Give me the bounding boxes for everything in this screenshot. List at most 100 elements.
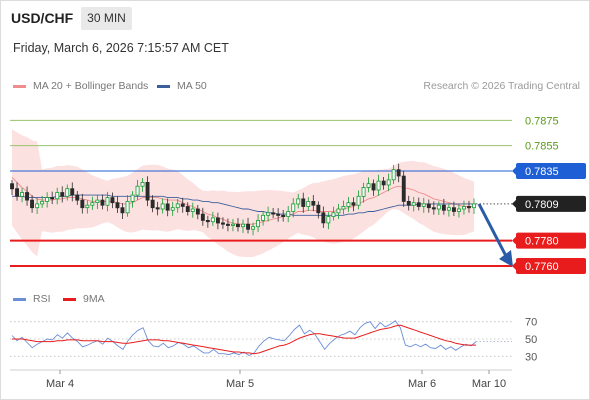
legend-ma20-label: MA 20 + Bollinger Bands (33, 80, 149, 92)
candle-body (180, 203, 185, 207)
candle-body (95, 199, 100, 204)
legend-9ma: 9MA (63, 293, 105, 305)
candle-body (205, 219, 210, 223)
candle-body (286, 211, 291, 217)
candle-body (441, 204, 446, 211)
rsi-swatch (13, 297, 26, 301)
candle-body (55, 192, 60, 200)
candle-body (256, 219, 260, 228)
candle-body (416, 202, 421, 207)
candle-body (235, 223, 240, 228)
candle-body (200, 213, 205, 221)
candle-body (210, 217, 215, 223)
level-tag-0.7780: 0.7780 (512, 232, 586, 249)
candle-body (85, 204, 90, 209)
candle-body (65, 188, 70, 197)
candle-body (311, 200, 316, 206)
candle-body (125, 200, 130, 214)
candle-body (431, 207, 436, 210)
candle-body (291, 203, 296, 212)
candle-body (281, 214, 286, 218)
candle-body (110, 197, 115, 204)
candle-body (155, 207, 160, 210)
forecast-arrow-head (499, 250, 513, 267)
candle-body (266, 212, 271, 216)
candle-body (316, 204, 321, 214)
ma50-line (12, 194, 474, 216)
candle-body (45, 197, 50, 202)
candle-body (30, 199, 34, 209)
rsi-ma9-line (12, 324, 476, 355)
rsi-tick-30: 30 (525, 351, 537, 363)
candle-body (451, 207, 456, 212)
candle-body (100, 199, 105, 206)
candle-body (10, 183, 14, 190)
level-tag-box (516, 258, 586, 274)
candle-body (25, 192, 29, 201)
candle-body (135, 185, 140, 196)
candle-body (75, 194, 80, 201)
candle-body (246, 223, 250, 230)
level-tag-pointer (512, 199, 516, 208)
candle-body (301, 198, 306, 207)
candle-body (456, 208, 461, 212)
candle-body (220, 222, 225, 225)
candle-body (361, 187, 366, 197)
chart-datetime: Friday, March 6, 2026 7:15:57 AM CET (13, 41, 229, 55)
candle-body (150, 199, 155, 209)
legend-ma50: MA 50 (157, 80, 207, 92)
candle-body (436, 204, 441, 210)
x-tick-label-Mar-4: Mar 4 (46, 378, 74, 390)
candle-body (195, 208, 200, 215)
ma50-swatch (157, 84, 170, 88)
forecast-arrow-shaft (477, 203, 509, 259)
candle-body (326, 216, 331, 224)
x-tick-label-Mar-5: Mar 5 (226, 378, 254, 390)
legend-ma50-label: MA 50 (177, 80, 207, 92)
candle-body (351, 202, 356, 206)
candle-body (60, 192, 65, 197)
candle-body (296, 198, 301, 205)
level-tag-label: 0.7809 (525, 199, 559, 211)
candle-body (80, 199, 85, 209)
candle-body (15, 188, 19, 197)
level-tag-pointer (512, 262, 516, 270)
level-tag-label: 0.7760 (525, 261, 559, 273)
rsi-tick-50: 50 (525, 334, 537, 346)
x-tick-label-Mar-10: Mar 10 (472, 378, 506, 390)
candle-body (170, 207, 175, 211)
candle-body (241, 223, 245, 228)
candle-body (426, 203, 431, 209)
level-tag-label: 0.7835 (525, 166, 559, 178)
candle-body (346, 202, 351, 207)
level-tag-0.7809: 0.7809 (512, 195, 586, 212)
candle-body (251, 226, 255, 230)
level-tag-label: 0.7780 (525, 236, 559, 248)
level-tag-pointer (512, 167, 516, 175)
candle-body (336, 208, 341, 214)
candle-body (115, 202, 120, 209)
candle-body (466, 206, 471, 209)
candle-body (130, 194, 135, 202)
candle-body (306, 200, 311, 207)
candle-body (341, 206, 346, 210)
candle-body (321, 212, 326, 224)
candle-body (271, 212, 276, 215)
legend-ma20-bollinger: MA 20 + Bollinger Bands (13, 80, 148, 92)
legend-rsi: RSI (13, 293, 51, 305)
level-tag-box (516, 195, 586, 212)
level-tag-0.7760: 0.7760 (512, 258, 586, 274)
candle-body (366, 183, 371, 188)
candle-body (406, 200, 411, 206)
candle-body (261, 214, 265, 221)
rsi-line (11, 320, 477, 357)
research-credit: Research © 2026 Trading Central (423, 80, 580, 92)
x-tick-label-Mar-6: Mar 6 (408, 378, 436, 390)
timeframe-button[interactable]: 30 MIN (81, 7, 132, 30)
candle-body (446, 207, 451, 211)
level-label-0.7875: 0.7875 (525, 115, 559, 127)
candle-body (190, 208, 195, 212)
candle-body (356, 195, 361, 206)
candle-body (331, 212, 336, 218)
